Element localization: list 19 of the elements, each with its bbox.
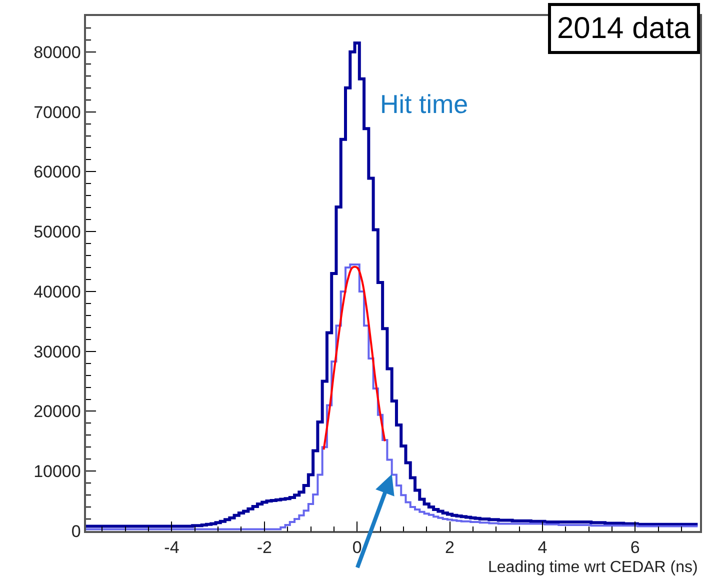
x-tick-label: 4 — [538, 538, 548, 558]
line-series — [322, 266, 386, 451]
y-tick-label: 40000 — [34, 282, 81, 302]
x-axis-title: Leading time wrt CEDAR (ns) — [488, 559, 698, 576]
x-tick-label: -4 — [164, 538, 180, 558]
annotation: Hit time — [380, 89, 468, 119]
x-tick-label: 6 — [630, 538, 640, 558]
y-tick-label: 20000 — [34, 402, 81, 422]
y-tick-label: 10000 — [34, 462, 81, 482]
y-tick-label: 50000 — [34, 222, 81, 242]
annotation: 2014 data — [557, 12, 691, 45]
x-tick-label: 2 — [445, 538, 455, 558]
x-tick-label: 0 — [352, 538, 362, 558]
y-tick-label: 70000 — [34, 102, 81, 122]
y-tick-label: 30000 — [34, 342, 81, 362]
y-tick-label: 60000 — [34, 162, 81, 182]
x-tick-label: -2 — [256, 538, 272, 558]
y-tick-label: 0 — [71, 522, 81, 541]
y-tick-label: 80000 — [34, 42, 81, 62]
